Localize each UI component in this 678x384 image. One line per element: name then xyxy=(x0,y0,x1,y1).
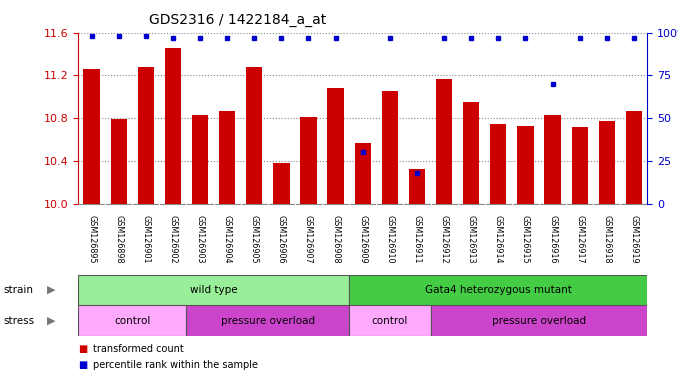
Text: ▶: ▶ xyxy=(47,316,55,326)
Bar xyxy=(78,305,186,336)
Bar xyxy=(409,169,425,204)
Bar xyxy=(544,115,561,204)
Text: ■: ■ xyxy=(78,360,87,370)
Text: GSM126914: GSM126914 xyxy=(494,215,503,263)
Text: Gata4 heterozygous mutant: Gata4 heterozygous mutant xyxy=(425,285,572,295)
Bar xyxy=(463,102,479,204)
Bar xyxy=(186,305,349,336)
Bar xyxy=(382,91,398,204)
Text: GSM126919: GSM126919 xyxy=(629,215,639,263)
Text: GSM126895: GSM126895 xyxy=(87,215,96,263)
Bar xyxy=(349,305,431,336)
Bar xyxy=(349,275,647,305)
Text: GSM126917: GSM126917 xyxy=(575,215,584,263)
Text: stress: stress xyxy=(3,316,35,326)
Bar xyxy=(431,305,647,336)
Bar xyxy=(517,126,534,204)
Text: GSM126915: GSM126915 xyxy=(521,215,530,263)
Text: GSM126909: GSM126909 xyxy=(358,215,367,263)
Bar xyxy=(192,115,208,204)
Text: GSM126904: GSM126904 xyxy=(222,215,232,263)
Text: GSM126911: GSM126911 xyxy=(412,215,422,263)
Text: GSM126903: GSM126903 xyxy=(195,215,205,263)
Bar xyxy=(246,67,262,204)
Text: percentile rank within the sample: percentile rank within the sample xyxy=(93,360,258,370)
Bar xyxy=(572,127,588,204)
Text: GSM126901: GSM126901 xyxy=(141,215,151,263)
Bar xyxy=(78,275,349,305)
Bar xyxy=(111,119,127,204)
Bar xyxy=(83,69,100,204)
Text: GSM126916: GSM126916 xyxy=(548,215,557,263)
Text: GDS2316 / 1422184_a_at: GDS2316 / 1422184_a_at xyxy=(148,13,326,27)
Bar xyxy=(599,121,615,204)
Text: GSM126913: GSM126913 xyxy=(466,215,476,263)
Bar xyxy=(165,48,181,204)
Bar xyxy=(273,163,290,204)
Text: ▶: ▶ xyxy=(47,285,55,295)
Text: GSM126910: GSM126910 xyxy=(385,215,395,263)
Text: control: control xyxy=(114,316,151,326)
Text: transformed count: transformed count xyxy=(93,344,184,354)
Text: ■: ■ xyxy=(78,344,87,354)
Bar xyxy=(355,142,371,204)
Text: GSM126905: GSM126905 xyxy=(250,215,259,263)
Text: control: control xyxy=(372,316,408,326)
Text: GSM126907: GSM126907 xyxy=(304,215,313,263)
Text: GSM126902: GSM126902 xyxy=(168,215,178,263)
Text: GSM126918: GSM126918 xyxy=(602,215,612,263)
Text: GSM126898: GSM126898 xyxy=(114,215,123,263)
Text: strain: strain xyxy=(3,285,33,295)
Bar xyxy=(436,79,452,204)
Text: GSM126906: GSM126906 xyxy=(277,215,286,263)
Bar xyxy=(219,111,235,204)
Bar xyxy=(138,67,154,204)
Text: GSM126908: GSM126908 xyxy=(331,215,340,263)
Bar xyxy=(327,88,344,204)
Bar xyxy=(300,117,317,204)
Text: pressure overload: pressure overload xyxy=(221,316,315,326)
Text: pressure overload: pressure overload xyxy=(492,316,586,326)
Bar xyxy=(490,124,506,204)
Text: wild type: wild type xyxy=(190,285,237,295)
Text: GSM126912: GSM126912 xyxy=(439,215,449,263)
Bar xyxy=(626,111,642,204)
